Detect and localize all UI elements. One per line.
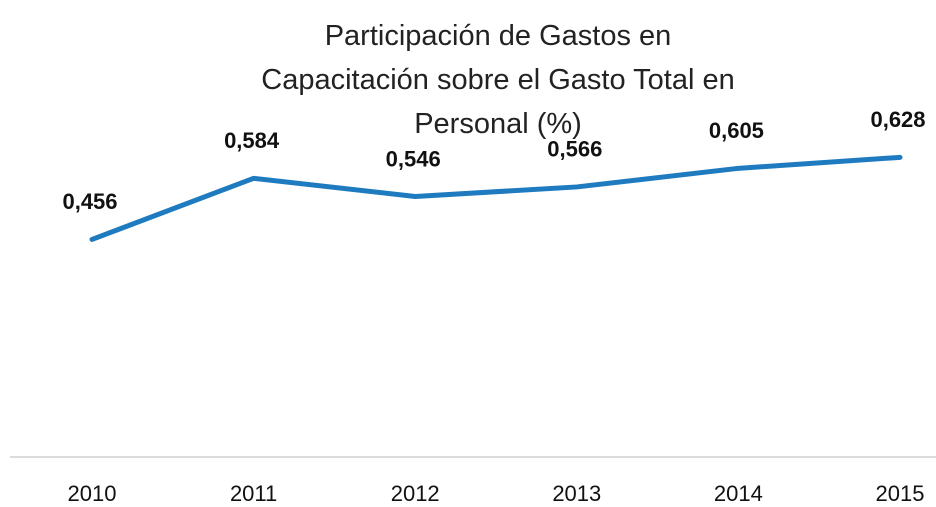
x-tick-label: 2012 — [391, 481, 440, 506]
x-tick-label: 2011 — [230, 481, 277, 506]
x-tick-label: 2015 — [876, 481, 925, 506]
data-label: 0,456 — [62, 189, 117, 214]
line — [89, 154, 903, 242]
data-label: 0,546 — [386, 146, 441, 171]
data-label: 0,584 — [224, 128, 280, 153]
data-label: 0,605 — [709, 118, 764, 143]
data-label: 0,566 — [547, 137, 602, 162]
x-tick-label: 2013 — [552, 481, 601, 506]
data-label: 0,628 — [870, 107, 925, 132]
x-tick-label: 2014 — [714, 481, 763, 506]
x-tick-label: 2010 — [68, 481, 117, 506]
chart-title: Participación de Gastos en Capacitación … — [261, 20, 735, 140]
